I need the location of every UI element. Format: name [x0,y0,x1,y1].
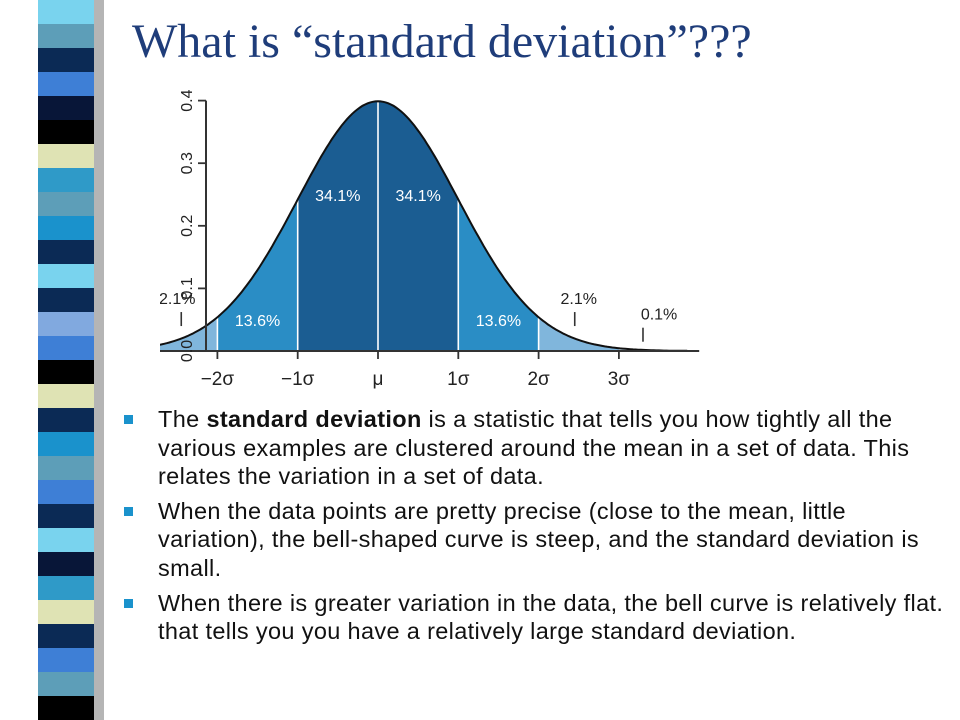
stripe-block [38,312,94,337]
stripe-block [38,456,94,481]
x-tick-label: μ [373,369,384,390]
bullet-text-bold: standard deviation [206,406,422,432]
decorative-stripe [0,0,110,720]
stripe-block [38,408,94,433]
stripe-shadow [94,0,104,720]
x-tick-label: 3σ [608,369,631,390]
x-tick-label: 2σ [527,369,550,390]
band-percent-label: 34.1% [315,188,360,205]
stripe-block [38,168,94,193]
stripe-block [38,264,94,289]
bullet-text: When there is greater variation in the d… [158,589,944,645]
bullet-text-pre: The [158,406,207,432]
x-tick-label: 1σ [447,369,470,390]
bullet-item: When there is greater variation in the d… [122,589,954,646]
tail-percent-label: 2.1% [561,291,597,308]
bullet-text: When the data points are pretty precise … [158,497,920,581]
stripe-block [38,648,94,673]
stripe-block [38,504,94,529]
stripe-block [38,72,94,97]
band-region [538,317,619,351]
stripe-block [38,144,94,169]
stripe-block [38,24,94,49]
stripe-block [38,48,94,73]
stripe-block [38,480,94,505]
bullet-list: The standard deviation is a statistic th… [122,405,954,652]
stripe-block [38,432,94,457]
band-percent-label: 13.6% [476,313,521,330]
stripe-block [38,240,94,265]
stripe-block [38,384,94,409]
band-percent-label: 34.1% [395,188,440,205]
stripe-block [38,552,94,577]
stripe-block [38,0,94,25]
stripe-block [38,600,94,625]
tail-percent-label: 0.1% [641,307,677,324]
slide-title: What is “standard deviation”??? [132,15,752,68]
stripe-block [38,528,94,553]
y-tick-label: 0.1 [179,277,196,299]
bullet-marker [124,415,133,424]
y-tick-label: 0.0 [179,340,196,362]
stripe-block [38,624,94,649]
y-tick-label: 0.2 [179,215,196,237]
stripe-block [38,360,94,385]
stripe-block [38,96,94,121]
bell-curve-line [160,100,688,352]
bullet-item: When the data points are pretty precise … [122,497,954,583]
stripe-block [38,672,94,697]
stripe-block [38,120,94,145]
stripe-block [38,192,94,217]
stripe-block [38,288,94,313]
y-tick-label: 0.3 [179,152,196,174]
x-tick-label: −2σ [201,369,235,390]
x-tick-label: −1σ [281,369,315,390]
bullet-item: The standard deviation is a statistic th… [122,405,954,491]
stripe-block [38,576,94,601]
stripe-block [38,336,94,361]
bullet-marker [124,598,133,608]
bullet-marker [124,506,133,516]
normal-distribution-chart: −3σ−2σ−1σμ1σ2σ3σ0.00.10.20.30.434.1%34.1… [160,89,700,390]
stripe-block [38,216,94,241]
band-region [160,317,218,351]
stripe-block [38,696,94,720]
y-tick-label: 0.4 [179,89,196,111]
tail-percent-label: 2.1% [160,291,195,308]
bullet-text-post: is a statistic that tells you how tightl… [158,406,910,490]
band-percent-label: 13.6% [235,313,280,330]
